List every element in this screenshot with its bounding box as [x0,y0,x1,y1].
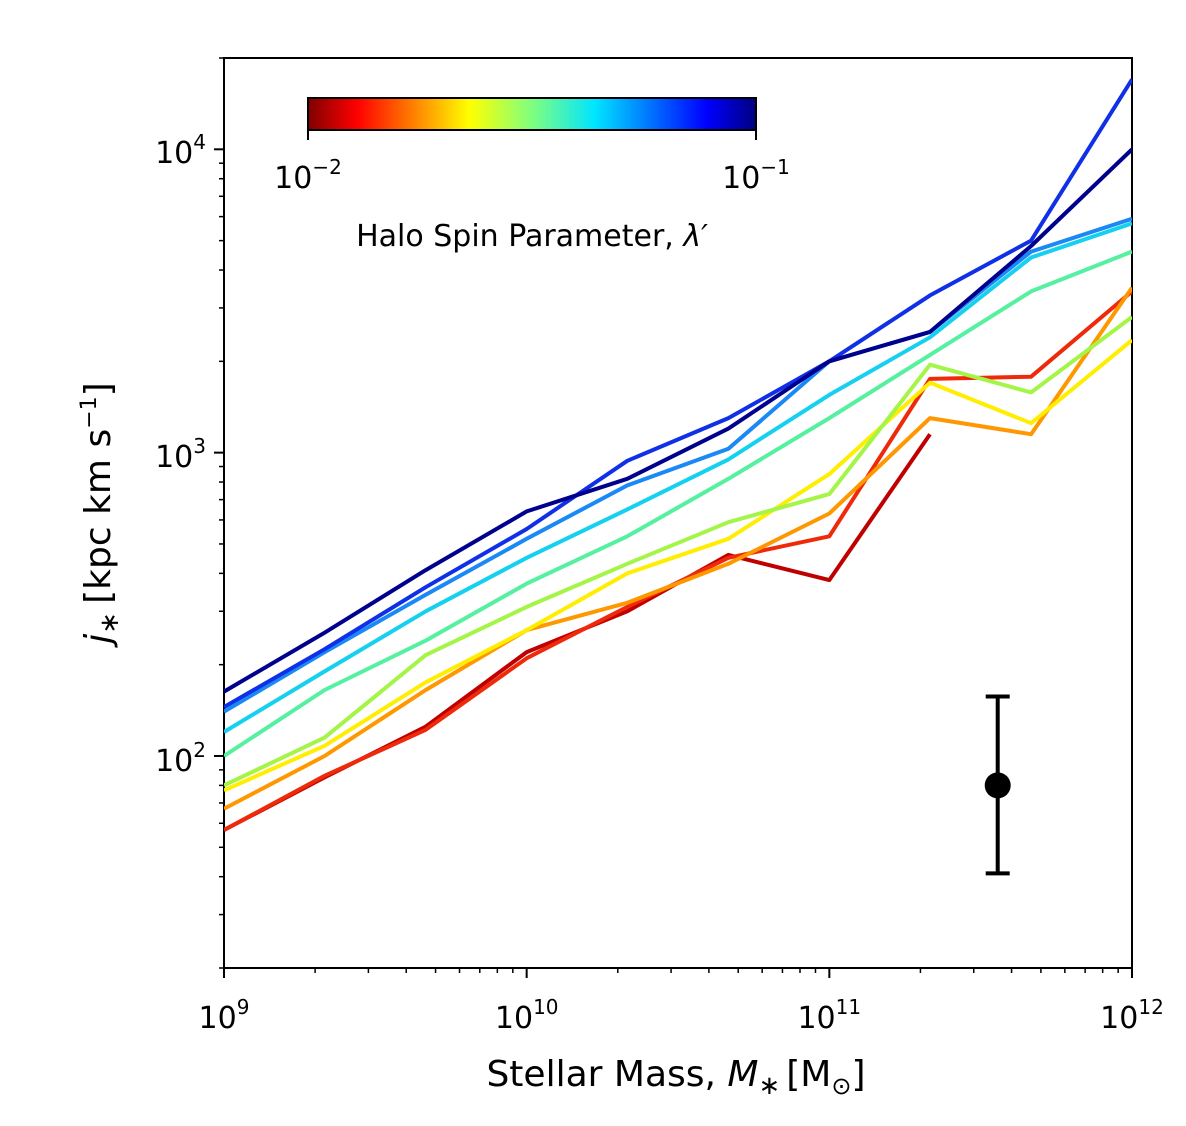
plot-area [223,57,1133,969]
error-bar-point [984,772,1011,799]
colorbar-max-label: 10−1 [722,155,790,196]
x-tick-label: 1012 [1100,995,1164,1036]
series-line-lambda_8 [224,216,1132,714]
x-tick-label: 1011 [797,995,861,1036]
series-line-lambda_7 [224,221,1132,734]
series-line-lambda_4 [224,338,1132,793]
minor-ticks [219,57,1119,973]
colorbar-gradient [307,97,757,131]
x-tick-label: 109 [199,995,250,1036]
series-line-lambda_3 [224,286,1132,811]
series-line-lambda_9 [224,78,1132,709]
major-ticks [214,148,1133,978]
colorbar-title: Halo Spin Parameter, λ′ [356,219,708,254]
colorbar-min-label: 10−2 [274,155,342,196]
error-bar [984,694,1011,876]
y-tick-label: 103 [155,434,206,475]
y-axis-title: j∗[kpc km s−1] [77,382,125,648]
series-line-lambda_6 [224,249,1132,758]
series-layer [224,78,1132,832]
colorbar: 10−2 10−1 Halo Spin Parameter, λ′ [274,97,790,254]
y-tick-label: 102 [155,738,206,779]
x-tick-labels: 109 1010 1011 1012 [199,995,1164,1036]
y-tick-label: 104 [155,130,206,171]
series-line-lambda_10 [224,147,1132,694]
x-tick-label: 1010 [495,995,559,1036]
x-axis-title: Stellar Mass, M∗ [M⊙] [486,1054,865,1101]
y-tick-labels: 102 103 104 [155,130,206,779]
series-line-lambda_5 [224,315,1132,788]
